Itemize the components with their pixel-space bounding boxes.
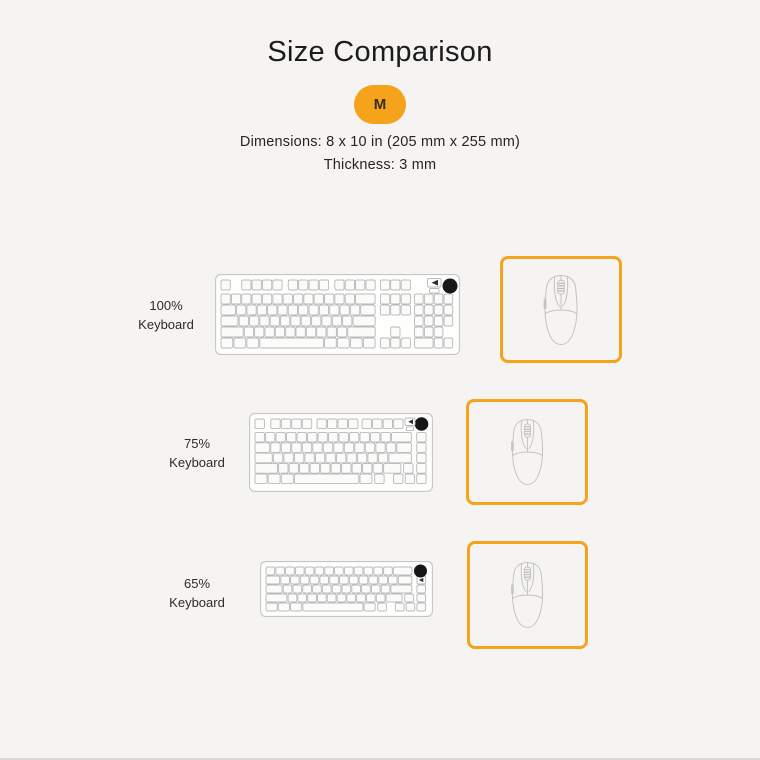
mousepad-outline-row-65 (467, 541, 588, 649)
label-65-text: Keyboard (169, 595, 225, 610)
label-75-keyboard: 75% Keyboard (132, 434, 262, 472)
keyboard-75-illustration (249, 413, 433, 492)
label-100-text: Keyboard (138, 317, 194, 332)
size-badge: M (354, 85, 406, 124)
mousepad-outline-row-100 (500, 256, 622, 363)
thickness-text: Thickness: 3 mm (323, 157, 437, 173)
mouse-top-view-icon (511, 562, 544, 628)
label-100-percent: 100% (149, 298, 183, 313)
label-75-percent: 75% (183, 436, 211, 451)
label-100-keyboard: 100% Keyboard (101, 296, 231, 334)
page-title: Size Comparison (267, 36, 493, 68)
mouse-top-view-icon (510, 419, 543, 485)
label-75-text: Keyboard (169, 455, 225, 470)
keyboard-65-illustration (260, 561, 433, 617)
size-badge-label: M (373, 96, 387, 113)
label-65-keyboard: 65% Keyboard (132, 574, 262, 612)
image-bottom-edge (0, 758, 760, 760)
mousepad-outline-row-75 (466, 399, 588, 505)
keyboard-100-illustration (215, 274, 460, 355)
dimensions-text: Dimensions: 8 x 10 in (205 mm x 255 mm) (239, 134, 521, 150)
mouse-top-view-icon (543, 274, 578, 345)
label-65-percent: 65% (183, 576, 211, 591)
